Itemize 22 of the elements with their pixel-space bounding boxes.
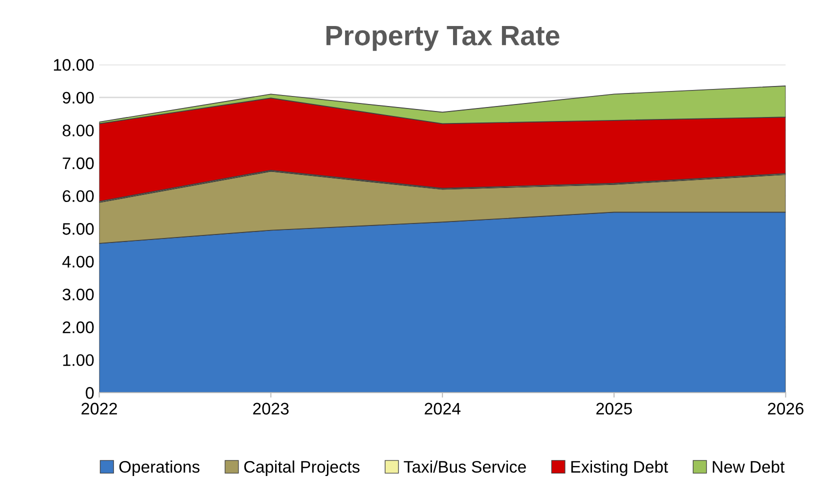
y-tick-label: 0 — [86, 387, 94, 399]
y-tick-label: 2.00 — [62, 321, 94, 334]
y-tick-label: 8.00 — [62, 124, 94, 136]
legend-label: Existing Debt — [571, 460, 668, 476]
x-tick-label: 2026 — [768, 402, 804, 415]
y-tick-label: 9.00 — [62, 92, 94, 104]
x-tick-label: 2022 — [82, 402, 117, 415]
y-tick-label: 5.00 — [62, 223, 94, 235]
y-tick-label: 7.00 — [62, 157, 94, 170]
y-tick-label: 10.00 — [54, 59, 94, 71]
chart-title: Property Tax Rate — [326, 26, 560, 51]
legend-label: Capital Projects — [244, 460, 360, 476]
y-tick-label: 1.00 — [63, 354, 94, 366]
legend-label: New Debt — [712, 460, 785, 473]
y-tick-label: 6.00 — [62, 190, 94, 202]
x-tick-label: 2025 — [596, 402, 632, 415]
x-tick-label: 2024 — [424, 402, 460, 415]
x-tick-label: 2023 — [253, 402, 289, 415]
y-tick-label: 3.00 — [62, 288, 94, 300]
legend-label: Operations — [119, 460, 200, 476]
legend-label: Taxi/Bus Service — [404, 460, 526, 473]
y-tick-label: 4.00 — [62, 256, 94, 268]
